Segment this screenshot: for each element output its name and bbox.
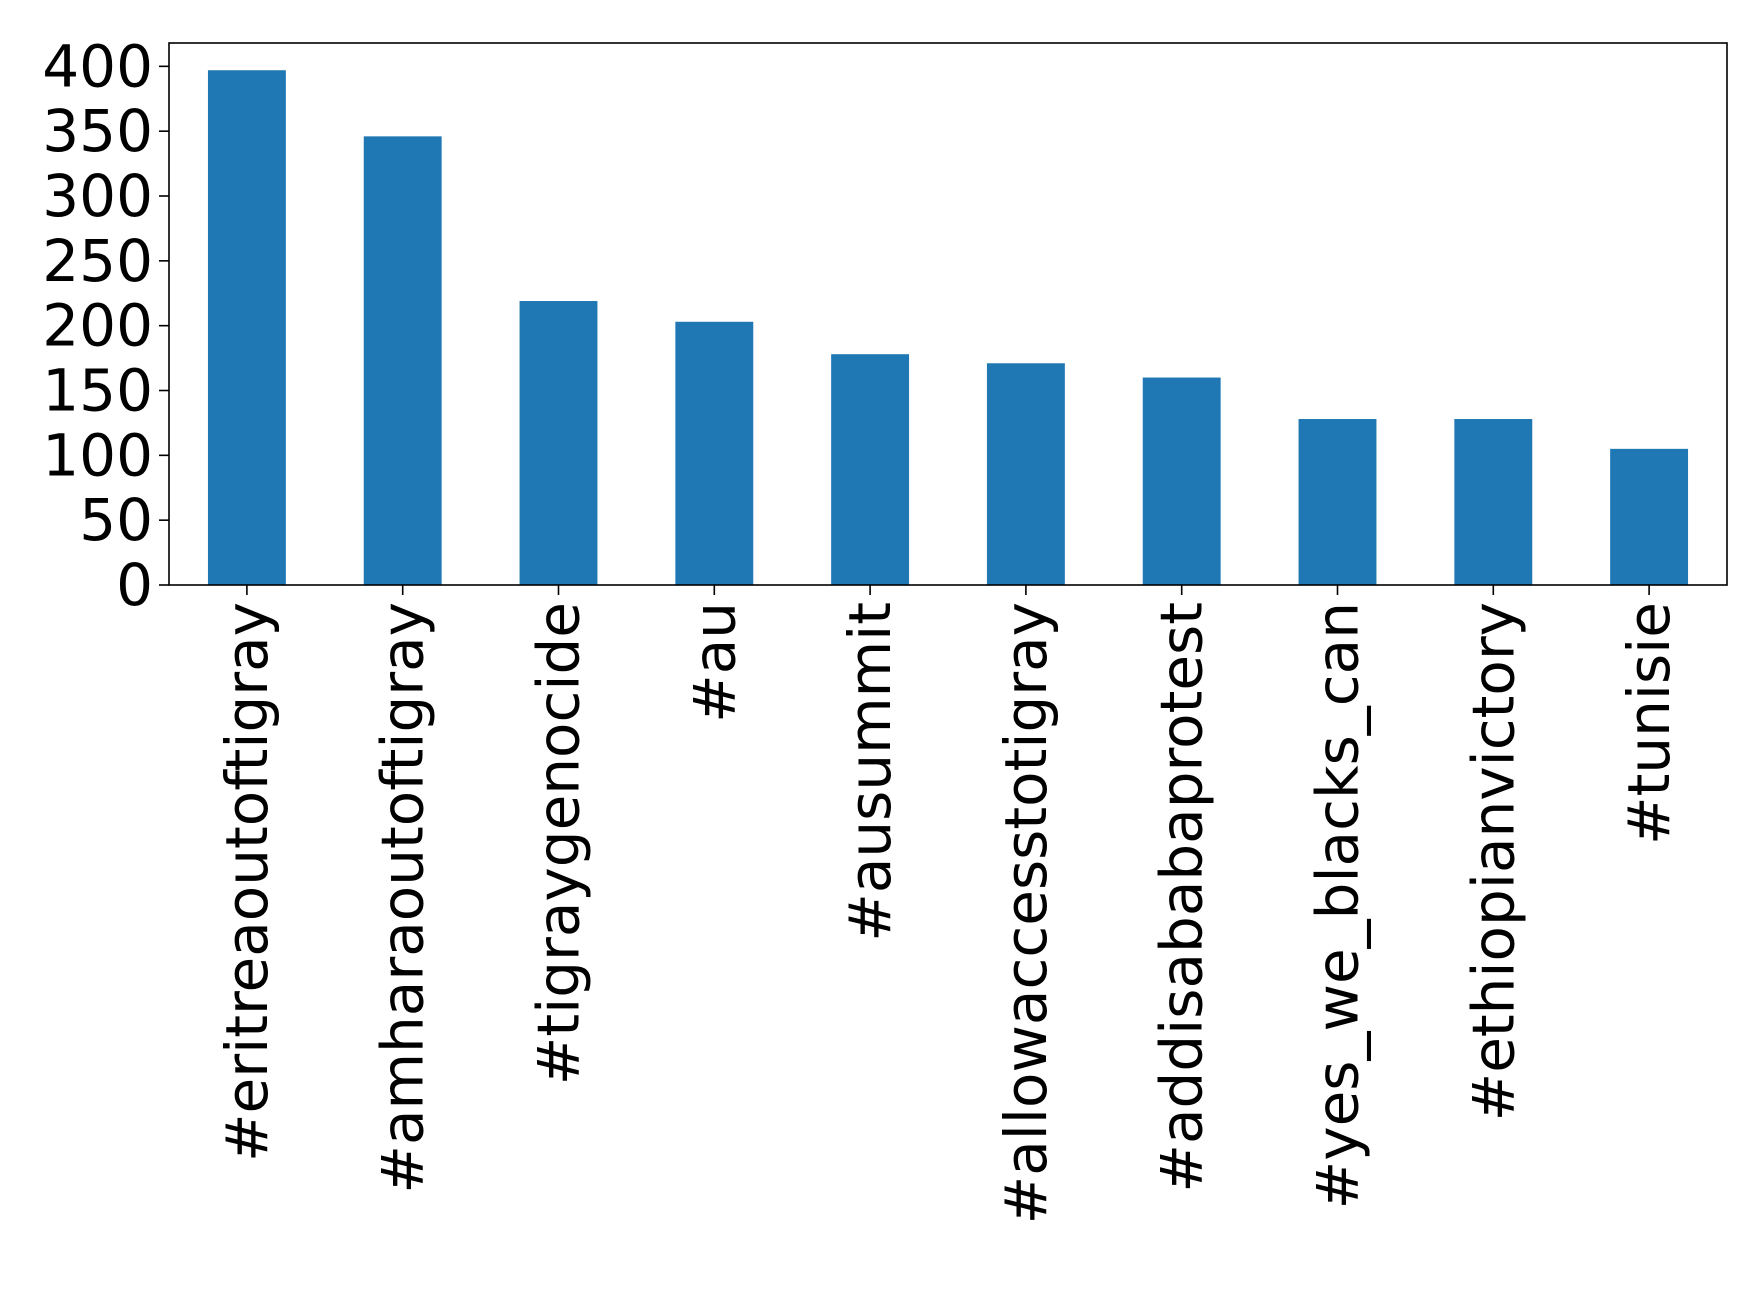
x-tick-label: #eritreaoutoftigray <box>213 602 281 1162</box>
x-tick-label: #allowaccesstotigray <box>992 602 1060 1224</box>
x-tick-label: #tigraygenocide <box>525 602 593 1085</box>
plot-frame <box>168 42 1728 586</box>
x-tick-label: #au <box>680 602 748 723</box>
x-axis: #eritreaoutoftigray #amharaoutoftigray #ti… <box>213 585 1683 1224</box>
x-tick-label: #yes_we_blacks_can <box>1304 602 1372 1209</box>
bar <box>207 70 286 586</box>
bar <box>675 321 754 585</box>
bar <box>1142 377 1221 585</box>
x-tick-label: #addisababaprotest <box>1148 602 1216 1193</box>
x-tick-label: #ethiopianvictory <box>1459 602 1527 1121</box>
bars-group <box>207 70 1689 586</box>
bar <box>363 136 442 586</box>
y-tick-label: 350 <box>42 97 153 165</box>
bar <box>986 363 1065 585</box>
x-tick-label: #ausummit <box>836 602 904 942</box>
bar <box>1454 419 1533 585</box>
x-tick-label: #tunisie <box>1615 602 1683 845</box>
bar <box>1610 448 1689 585</box>
y-tick-label: 300 <box>42 162 153 230</box>
y-tick-label: 50 <box>79 486 153 554</box>
bar <box>831 354 910 585</box>
bar <box>519 301 598 585</box>
y-tick-label: 250 <box>42 227 153 295</box>
x-tick-label: #amharaoutoftigray <box>369 602 437 1194</box>
y-tick-label: 150 <box>42 357 153 425</box>
y-tick-label: 100 <box>42 421 153 489</box>
y-tick-label: 400 <box>42 32 153 100</box>
bar <box>1298 419 1377 585</box>
y-tick-label: 200 <box>42 292 153 360</box>
y-tick-label: 0 <box>116 551 153 619</box>
